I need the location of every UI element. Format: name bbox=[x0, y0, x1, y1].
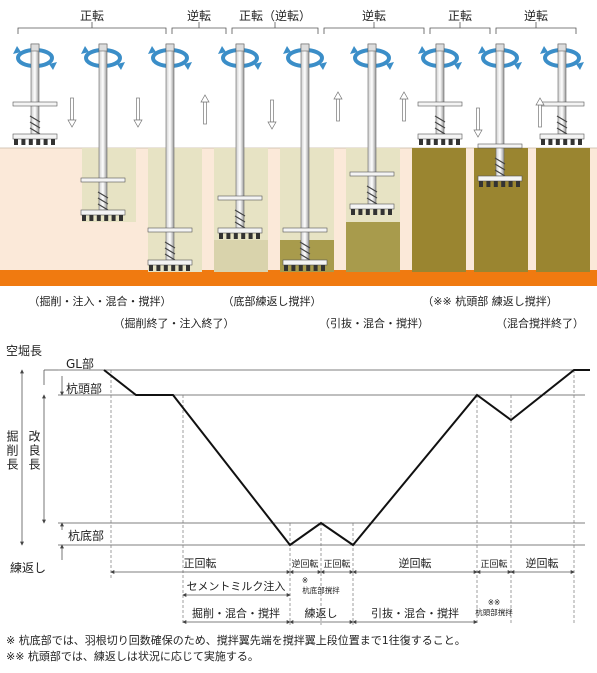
phase-label-excavate-end: （掘削終了・注入終了） bbox=[114, 316, 235, 330]
drill-rig-9 bbox=[539, 43, 585, 145]
label-neri: 練返し bbox=[10, 561, 46, 575]
rotation-label-5: 正転 bbox=[448, 9, 472, 23]
rotation-label-6: 逆転 bbox=[524, 8, 548, 23]
note-bottom-label: 杭底部撹拌 bbox=[302, 585, 340, 595]
movement-arrow-2 bbox=[133, 97, 143, 128]
movement-arrow-5 bbox=[333, 91, 343, 122]
label-karahori: 空堀長 bbox=[6, 343, 42, 358]
depth-time-chart: 空堀長 GL部 杭頭部 杭底部 練返し 掘削長 改良長 正回転 逆回転 正回転 逆… bbox=[5, 343, 590, 625]
drilling-rigs bbox=[12, 43, 585, 271]
drill-rig-3 bbox=[147, 43, 193, 271]
drill-rig-2 bbox=[80, 43, 126, 221]
movement-arrow-4 bbox=[267, 99, 277, 130]
rotation-brackets bbox=[17, 22, 577, 34]
rot-forward-1: 正回転 bbox=[184, 557, 217, 570]
drill-rig-8 bbox=[477, 43, 523, 187]
footnote-1: ※ 杭底部では、羽根切り回数確保のため、撹拌翼先端を撹拌翼上段位置まで1往復する… bbox=[6, 633, 466, 647]
drill-rig-7 bbox=[417, 43, 463, 145]
drill-rig-6 bbox=[349, 43, 395, 215]
movement-arrow-1 bbox=[67, 97, 77, 128]
op-excavate-mix: 掘削・混合・撹拌 bbox=[192, 606, 280, 620]
movement-arrow-3 bbox=[200, 94, 210, 125]
movement-arrow-7 bbox=[473, 107, 483, 138]
bearing-layer bbox=[0, 270, 597, 286]
op-withdraw-mix: 引抜・混合・撹拌 bbox=[371, 606, 459, 620]
note-mark-top: ※※ bbox=[488, 598, 501, 607]
label-kussaku: 掘削長 bbox=[5, 429, 19, 472]
rot-reverse-1: 逆回転 bbox=[291, 558, 318, 570]
phase-label-head-remix: （※※ 杭頭部 練返し撹拌） bbox=[422, 294, 557, 308]
label-pile-bottom: 杭底部 bbox=[68, 528, 104, 543]
rot-reverse-2: 逆回転 bbox=[399, 556, 432, 570]
rot-forward-3: 正回転 bbox=[480, 559, 507, 570]
drill-rig-1 bbox=[12, 43, 58, 145]
label-gl: GL部 bbox=[66, 356, 94, 371]
note-mark-bottom: ※ bbox=[302, 576, 308, 585]
label-kairyo: 改良長 bbox=[27, 430, 41, 472]
cement-injection-label: セメントミルク注入 bbox=[187, 579, 286, 593]
footnote-2: ※※ 杭頭部では、練返しは状況に応じて実施する。 bbox=[6, 649, 259, 663]
rotation-label-1: 正転 bbox=[80, 9, 104, 23]
rotation-label-3: 正転（逆転） bbox=[239, 8, 311, 23]
phase-label-finish: （混合撹拌終了） bbox=[496, 316, 584, 330]
movement-arrow-8 bbox=[535, 97, 545, 128]
rot-reverse-3: 逆回転 bbox=[526, 556, 559, 570]
label-pile-head: 杭頭部 bbox=[66, 381, 102, 396]
auger-depth-path bbox=[103, 369, 590, 547]
movement-arrow-6 bbox=[399, 91, 409, 122]
rot-forward-2: 正回転 bbox=[323, 559, 350, 570]
phase-label-bottom-remix: （底部練返し撹拌） bbox=[223, 294, 322, 308]
phase-label-excavate: （掘削・注入・混合・撹拌） bbox=[29, 294, 172, 308]
rotation-label-2: 逆転 bbox=[187, 8, 211, 23]
drill-rig-4 bbox=[217, 43, 263, 239]
rotation-label-4: 逆転 bbox=[362, 8, 386, 23]
phase-label-withdraw: （引抜・混合・撹拌） bbox=[319, 316, 429, 330]
drill-rig-5 bbox=[282, 43, 328, 271]
op-remix: 練返し bbox=[305, 606, 338, 620]
note-top-label: 杭頭部撹拌 bbox=[475, 607, 513, 617]
